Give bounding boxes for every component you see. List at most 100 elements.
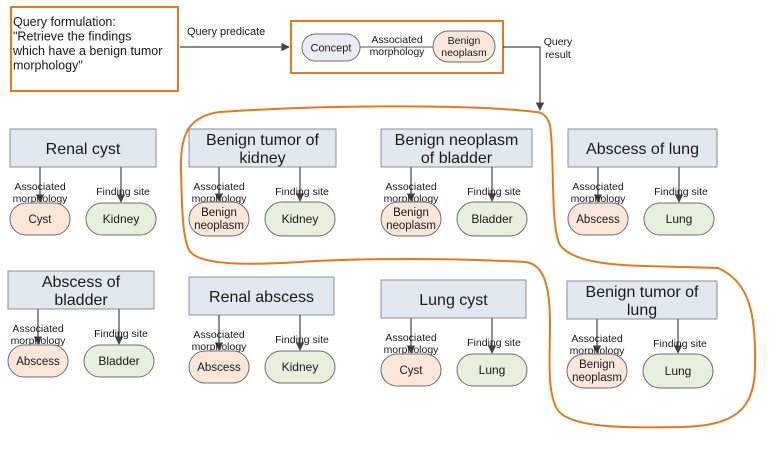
morphology-value: Abscess xyxy=(197,362,241,374)
finding-site-node xyxy=(456,353,528,387)
finding-site-relation-label-line: Finding site xyxy=(653,338,707,350)
concept-title: Renal abscess xyxy=(209,289,314,306)
query-result-label-line: Query xyxy=(544,36,573,48)
finding-site-node xyxy=(264,350,336,384)
concept-title-box xyxy=(7,270,155,310)
morphology-relation-label-line: morphology xyxy=(384,344,440,356)
morphology-value: Benign neoplasm xyxy=(572,359,622,384)
morphology-relation-label-line: morphology xyxy=(11,335,67,347)
concept-title: Benign neoplasm of bladder xyxy=(395,132,519,167)
morphology-relation-label-line: Associated xyxy=(572,181,624,193)
concept-title-line: Benign tumor of xyxy=(586,284,700,301)
finding-site-value: Lung xyxy=(479,363,506,377)
morphology-value-line: Abscess xyxy=(576,214,620,226)
morphology-relation-label: Associated morphology xyxy=(192,181,248,205)
morphology-relation-label-line: Associated xyxy=(385,332,437,344)
concept-title: Lung cyst xyxy=(419,292,488,309)
morphology-value: Abscess xyxy=(16,356,60,368)
concept-title-line: lung xyxy=(627,302,657,319)
morphology-value-line: Benign xyxy=(579,359,615,371)
concept-title-box xyxy=(380,128,533,168)
finding-site-node xyxy=(643,202,715,236)
morphology-relation-label-line: Associated xyxy=(193,329,245,341)
finding-site-value-line: Bladder xyxy=(471,212,512,226)
concept-title-line: Abscess of xyxy=(42,274,121,291)
morphology-relation-label-line: Associated xyxy=(14,181,66,193)
query-formulation-box xyxy=(10,6,179,92)
morphology-value-line: Cyst xyxy=(29,214,53,226)
morphology-relation-label-line: Associated xyxy=(193,181,245,193)
concept-title-line: Benign neoplasm xyxy=(395,132,519,149)
finding-site-value: Kidney xyxy=(282,212,319,226)
morphology-relation-label-line: Associated xyxy=(12,323,64,335)
query-formulation-text-line: morphology" xyxy=(13,59,83,73)
concept-title-box xyxy=(188,276,335,316)
morphology-relation-label-line: Associated xyxy=(571,333,623,345)
query-formulation-text-line: Query formulation: xyxy=(13,15,116,29)
relation-label-line: Associated xyxy=(371,34,423,46)
morphology-value-line: Benign xyxy=(201,207,237,219)
finding-site-relation-label: Finding site xyxy=(467,186,521,198)
finding-site-relation-label-line: Finding site xyxy=(96,186,150,198)
finding-site-node xyxy=(264,201,336,237)
concept-title-line: kidney xyxy=(239,150,285,167)
morphology-relation-label-line: Associated xyxy=(385,181,437,193)
morphology-relation-label: Associated morphology xyxy=(384,181,440,205)
concept-title-line: Renal cyst xyxy=(46,141,121,158)
query-predicate-label-line: Query predicate xyxy=(187,26,265,38)
concept-title-box xyxy=(9,128,157,168)
concept-title-line: Renal abscess xyxy=(209,289,314,306)
finding-site-value-line: Bladder xyxy=(98,354,139,368)
finding-site-relation-label: Finding site xyxy=(467,337,521,349)
morphology-node xyxy=(9,202,71,236)
concept-title: Abscess of lung xyxy=(586,141,699,158)
finding-site-node xyxy=(456,201,528,237)
concept-title-line: bladder xyxy=(54,292,108,309)
relation-label-line: morphology xyxy=(370,46,426,58)
concept-label: Concept xyxy=(311,43,352,55)
finding-site-relation-label-line: Finding site xyxy=(467,186,521,198)
finding-site-value-line: Kidney xyxy=(282,212,319,226)
finding-site-relation-label: Finding site xyxy=(96,186,150,198)
finding-site-relation-label: Finding site xyxy=(275,334,329,346)
finding-site-value-line: Kidney xyxy=(103,212,140,226)
morphology-node xyxy=(188,201,250,237)
finding-site-value-line: Kidney xyxy=(282,360,319,374)
finding-site-relation-label-line: Finding site xyxy=(275,186,329,198)
morphology-value: Cyst xyxy=(29,214,53,226)
concept-title-line: of bladder xyxy=(421,150,493,167)
morphology-relation-label-line: morphology xyxy=(571,193,627,205)
query-formulation-text: Query formulation: "Retrieve the findings… xyxy=(12,15,162,73)
morphology-relation-label: Associated morphology xyxy=(11,323,67,347)
morphology-value-line: Abscess xyxy=(16,356,60,368)
finding-site-relation-label-line: Finding site xyxy=(654,186,708,198)
morphology-value: Abscess xyxy=(576,214,620,226)
finding-site-node xyxy=(85,202,157,236)
morphology-value: Benign neoplasm xyxy=(386,207,436,232)
finding-site-relation-label: Finding site xyxy=(654,186,708,198)
concept-title-line: Abscess of lung xyxy=(586,141,699,158)
finding-site-value: Bladder xyxy=(98,354,139,368)
morphology-value: Cyst xyxy=(400,365,424,377)
concept-title-box xyxy=(188,128,337,168)
finding-site-relation-label: Finding site xyxy=(275,186,329,198)
morphology-node xyxy=(380,201,442,237)
morphology-node xyxy=(188,350,250,384)
morphology-relation-label-line: morphology xyxy=(13,193,69,205)
morphology-node xyxy=(566,353,628,389)
concept-title-box xyxy=(566,280,718,320)
value-label: Benign neoplasm xyxy=(441,35,487,59)
query-result-label: Query result xyxy=(544,36,573,61)
concept-title: Benign tumor of kidney xyxy=(206,132,320,167)
benign-neoplasm-node xyxy=(432,30,496,63)
query-formulation-text-line: "Retrieve the findings xyxy=(13,30,131,44)
concept-label-line: Concept xyxy=(311,43,352,55)
concept-title: Renal cyst xyxy=(46,141,121,158)
morphology-relation-label-line: morphology xyxy=(192,341,248,353)
concept-title: Abscess of bladder xyxy=(42,274,121,309)
query-result-label-line: result xyxy=(545,49,571,61)
finding-site-value: Kidney xyxy=(103,212,140,226)
finding-site-value: Bladder xyxy=(471,212,512,226)
concept-title: Benign tumor of lung xyxy=(586,284,700,319)
